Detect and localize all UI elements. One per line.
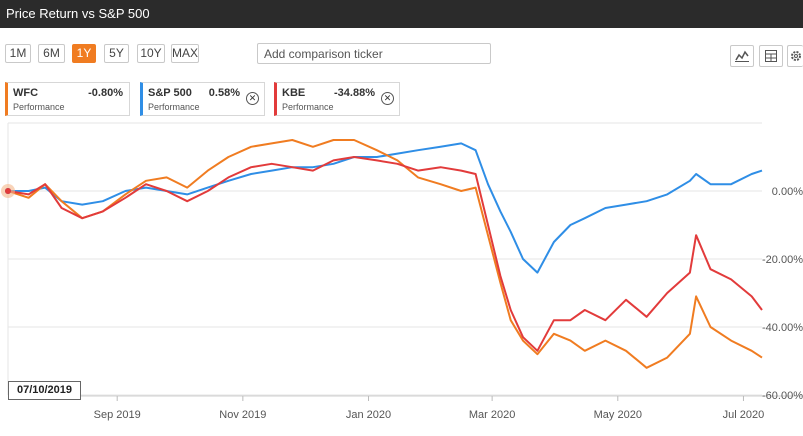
series-ticker: WFC — [13, 87, 39, 99]
series-ticker: S&P 500 — [148, 87, 192, 99]
remove-icon[interactable]: ✕ — [381, 92, 394, 105]
series-line-s-p-500 — [8, 142, 763, 274]
y-tick-label: 0.00% — [772, 186, 803, 198]
remove-icon[interactable]: ✕ — [246, 92, 259, 105]
x-tick-label: May 2020 — [594, 409, 642, 421]
range-1m-button[interactable]: 1M — [5, 44, 31, 63]
page-title: Price Return vs S&P 500 — [6, 6, 150, 21]
hover-marker-point — [5, 188, 11, 194]
price-return-chart[interactable]: Sep 2019 Nov 2019 Jan 2020 Mar 2020 May 2020… — [0, 120, 803, 436]
y-tick-label: -40.00% — [762, 322, 803, 334]
range-max-button[interactable]: MAX — [171, 44, 199, 63]
series-subtitle: Performance — [282, 102, 334, 112]
range-5y-button[interactable]: 5Y — [104, 44, 129, 63]
y-tick-label: -20.00% — [762, 254, 803, 266]
series-value: 0.58% — [208, 87, 240, 99]
series-line-wfc — [7, 139, 763, 369]
series-value: -34.88% — [334, 87, 375, 99]
range-1y-button[interactable]: 1Y — [72, 44, 96, 63]
table-icon — [765, 50, 777, 62]
series-subtitle: Performance — [148, 102, 200, 112]
range-6m-button[interactable]: 6M — [38, 44, 65, 63]
x-tick-label: Jan 2020 — [346, 409, 391, 421]
hover-date-label: 07/10/2019 — [8, 381, 81, 400]
gear-icon — [790, 51, 801, 61]
series-value: -0.80% — [88, 87, 123, 99]
comparison-ticker-input[interactable] — [257, 43, 491, 64]
x-tick-label: Nov 2019 — [219, 409, 266, 421]
x-tick-label: Jul 2020 — [723, 409, 765, 421]
series-ticker: KBE — [282, 87, 306, 99]
x-tick-label: Mar 2020 — [469, 409, 515, 421]
table-button[interactable] — [759, 45, 783, 67]
series-subtitle: Performance — [13, 102, 65, 112]
series-card-sp500: S&P 500 0.58% Performance ✕ — [140, 82, 265, 116]
series-card-wfc: WFC -0.80% Performance — [5, 82, 130, 116]
x-tick-label: Sep 2019 — [94, 409, 141, 421]
range-10y-button[interactable]: 10Y — [137, 44, 165, 63]
series-card-kbe: KBE -34.88% Performance ✕ — [274, 82, 400, 116]
chart-type-icon — [735, 50, 749, 62]
settings-button[interactable] — [787, 45, 803, 67]
title-bar: Price Return vs S&P 500 — [0, 0, 803, 28]
series-line-kbe — [7, 156, 763, 352]
chart-type-button[interactable] — [730, 45, 754, 67]
y-tick-label: -60.00% — [762, 390, 803, 402]
